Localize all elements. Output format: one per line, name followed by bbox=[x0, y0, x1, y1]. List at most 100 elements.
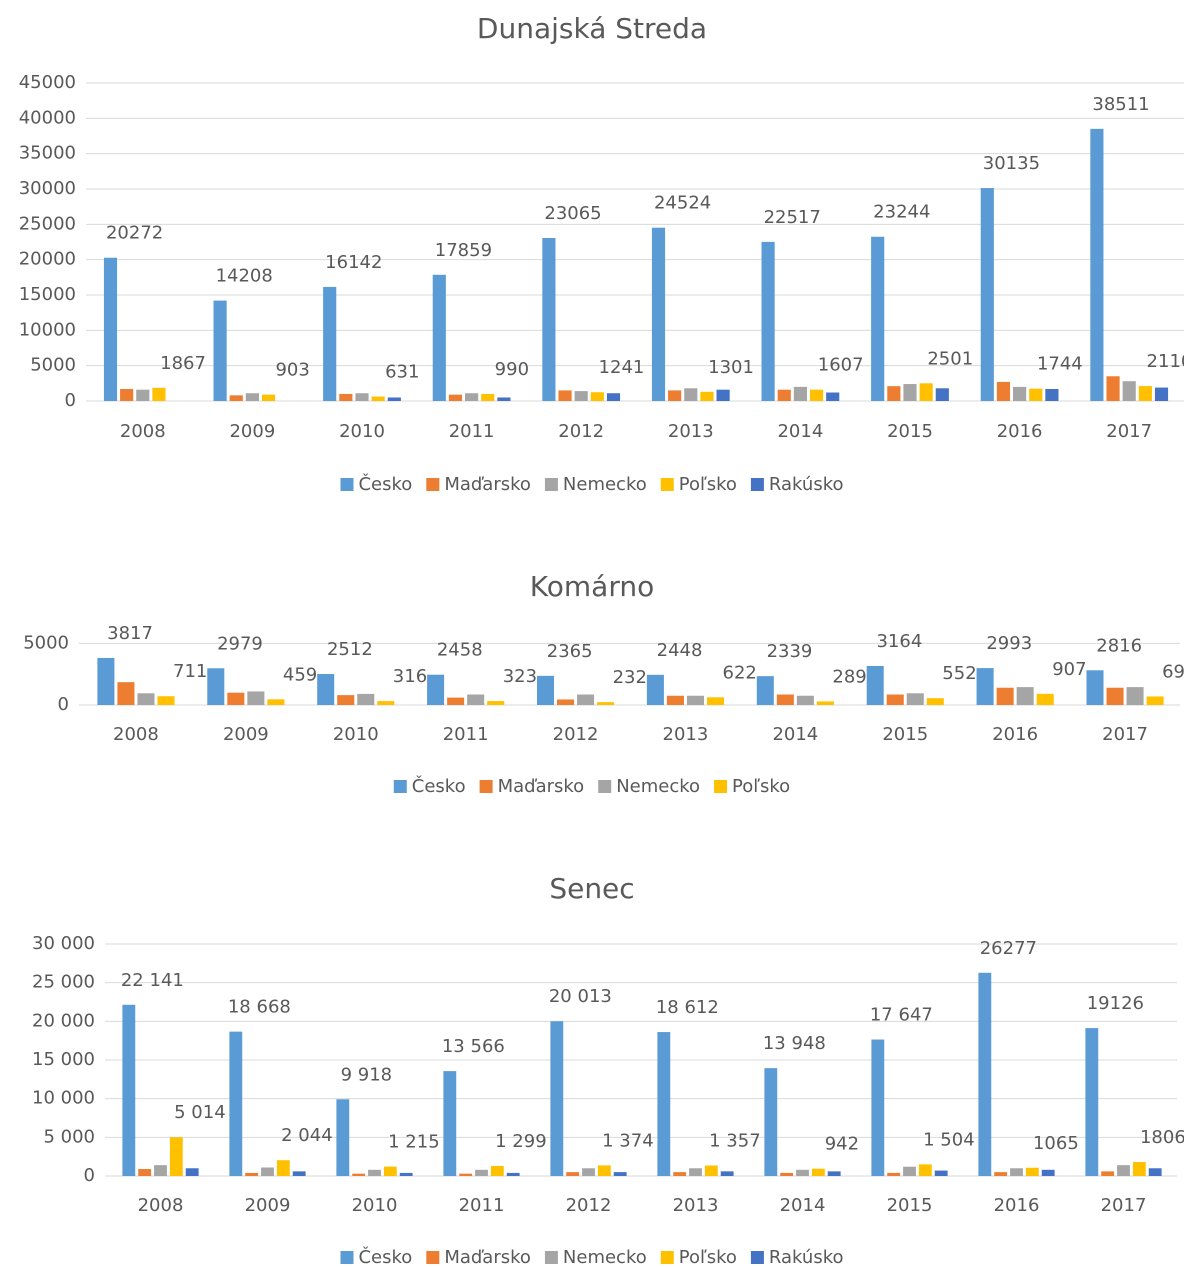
data-label: 23065 bbox=[544, 203, 601, 224]
bar bbox=[292, 1171, 306, 1176]
data-label: 24524 bbox=[654, 193, 711, 214]
legend-label: Nemecko bbox=[563, 1247, 647, 1267]
bar bbox=[169, 1137, 183, 1176]
y-tick-label: 30 000 bbox=[32, 933, 95, 954]
chart-title: Dunajská Streda bbox=[477, 12, 707, 45]
x-tick-label: 2015 bbox=[887, 1195, 933, 1216]
x-tick-label: 2008 bbox=[120, 421, 166, 442]
bar bbox=[686, 695, 704, 705]
x-tick-label: 2017 bbox=[1102, 724, 1148, 745]
data-label: 22517 bbox=[764, 207, 821, 228]
bar bbox=[668, 390, 682, 401]
x-tick-label: 2016 bbox=[997, 421, 1043, 442]
x-tick-label: 2017 bbox=[1101, 1195, 1147, 1216]
bar bbox=[871, 236, 885, 401]
data-label: 990 bbox=[495, 359, 529, 380]
legend-swatch bbox=[750, 478, 764, 491]
data-label: 622 bbox=[723, 662, 757, 683]
y-tick-label: 20 000 bbox=[32, 1010, 95, 1031]
bar bbox=[566, 1172, 580, 1176]
bar bbox=[756, 676, 774, 705]
data-label: 1241 bbox=[599, 357, 645, 378]
data-label: 16142 bbox=[325, 252, 382, 273]
bar bbox=[1146, 696, 1164, 705]
bar bbox=[903, 384, 917, 401]
x-tick-label: 2009 bbox=[223, 724, 269, 745]
bar bbox=[886, 694, 904, 705]
data-label: 1867 bbox=[160, 353, 206, 374]
x-tick-label: 2013 bbox=[673, 1195, 719, 1216]
bar bbox=[826, 392, 840, 401]
data-label: 2448 bbox=[657, 640, 703, 661]
bar bbox=[490, 1165, 504, 1176]
bar bbox=[117, 682, 135, 705]
bar bbox=[666, 695, 684, 705]
bar bbox=[689, 1168, 702, 1176]
x-tick-label: 2011 bbox=[443, 724, 489, 745]
data-label: 907 bbox=[1052, 659, 1086, 680]
y-tick-label: 45000 bbox=[19, 72, 76, 93]
bar bbox=[657, 1032, 671, 1176]
x-tick-label: 2012 bbox=[558, 421, 604, 442]
data-label: 232 bbox=[613, 667, 647, 688]
bar bbox=[871, 1039, 885, 1176]
bar bbox=[1029, 388, 1043, 401]
y-tick-label: 5 000 bbox=[43, 1126, 95, 1147]
bar bbox=[934, 1170, 948, 1176]
bar bbox=[157, 696, 175, 705]
bar bbox=[582, 1168, 595, 1176]
data-label: 26277 bbox=[980, 938, 1037, 959]
data-label: 2458 bbox=[437, 640, 483, 661]
x-tick-label: 2016 bbox=[994, 1195, 1040, 1216]
bar bbox=[245, 393, 259, 401]
y-tick-label: 25000 bbox=[19, 213, 76, 234]
bar bbox=[447, 697, 465, 705]
bar bbox=[796, 695, 814, 705]
x-tick-label: 2012 bbox=[566, 1195, 612, 1216]
bar bbox=[459, 1173, 473, 1176]
bar bbox=[816, 701, 834, 705]
data-label: 693 bbox=[1162, 661, 1184, 682]
bar bbox=[1013, 386, 1027, 401]
y-tick-label: 0 bbox=[58, 694, 69, 715]
legend-label: Česko bbox=[358, 1246, 412, 1267]
data-label: 1 357 bbox=[709, 1131, 761, 1152]
bar bbox=[918, 1164, 932, 1176]
data-label: 1301 bbox=[708, 357, 754, 378]
bar bbox=[597, 1165, 611, 1176]
bar bbox=[336, 1099, 350, 1176]
bar bbox=[558, 390, 572, 401]
bar bbox=[138, 1169, 152, 1176]
bar bbox=[371, 396, 385, 401]
x-tick-label: 2008 bbox=[113, 724, 159, 745]
bar bbox=[1041, 1169, 1055, 1176]
data-label: 23244 bbox=[873, 202, 930, 223]
bar bbox=[651, 227, 666, 401]
bar bbox=[590, 392, 604, 401]
bar bbox=[1090, 128, 1104, 402]
legend-swatch bbox=[544, 478, 558, 491]
bar bbox=[550, 1021, 564, 1176]
bar bbox=[764, 1068, 778, 1176]
bar bbox=[1045, 388, 1059, 401]
data-label: 459 bbox=[283, 664, 317, 685]
y-tick-label: 5000 bbox=[30, 355, 76, 376]
bar bbox=[980, 188, 994, 401]
data-label: 2512 bbox=[327, 639, 373, 660]
bar bbox=[1036, 693, 1054, 705]
bar bbox=[827, 1171, 841, 1176]
bar bbox=[1138, 386, 1152, 401]
legend-swatch bbox=[598, 780, 612, 793]
legend-swatch bbox=[426, 1251, 440, 1264]
data-label: 1 215 bbox=[388, 1132, 440, 1153]
bar bbox=[761, 241, 775, 401]
data-label: 289 bbox=[832, 666, 866, 687]
data-label: 13 948 bbox=[763, 1033, 826, 1054]
data-label: 17 647 bbox=[870, 1005, 933, 1026]
data-label: 30135 bbox=[983, 153, 1040, 174]
bar bbox=[613, 1172, 627, 1176]
bar bbox=[154, 1165, 167, 1176]
x-tick-label: 2009 bbox=[245, 1195, 291, 1216]
data-label: 1 374 bbox=[602, 1130, 654, 1151]
